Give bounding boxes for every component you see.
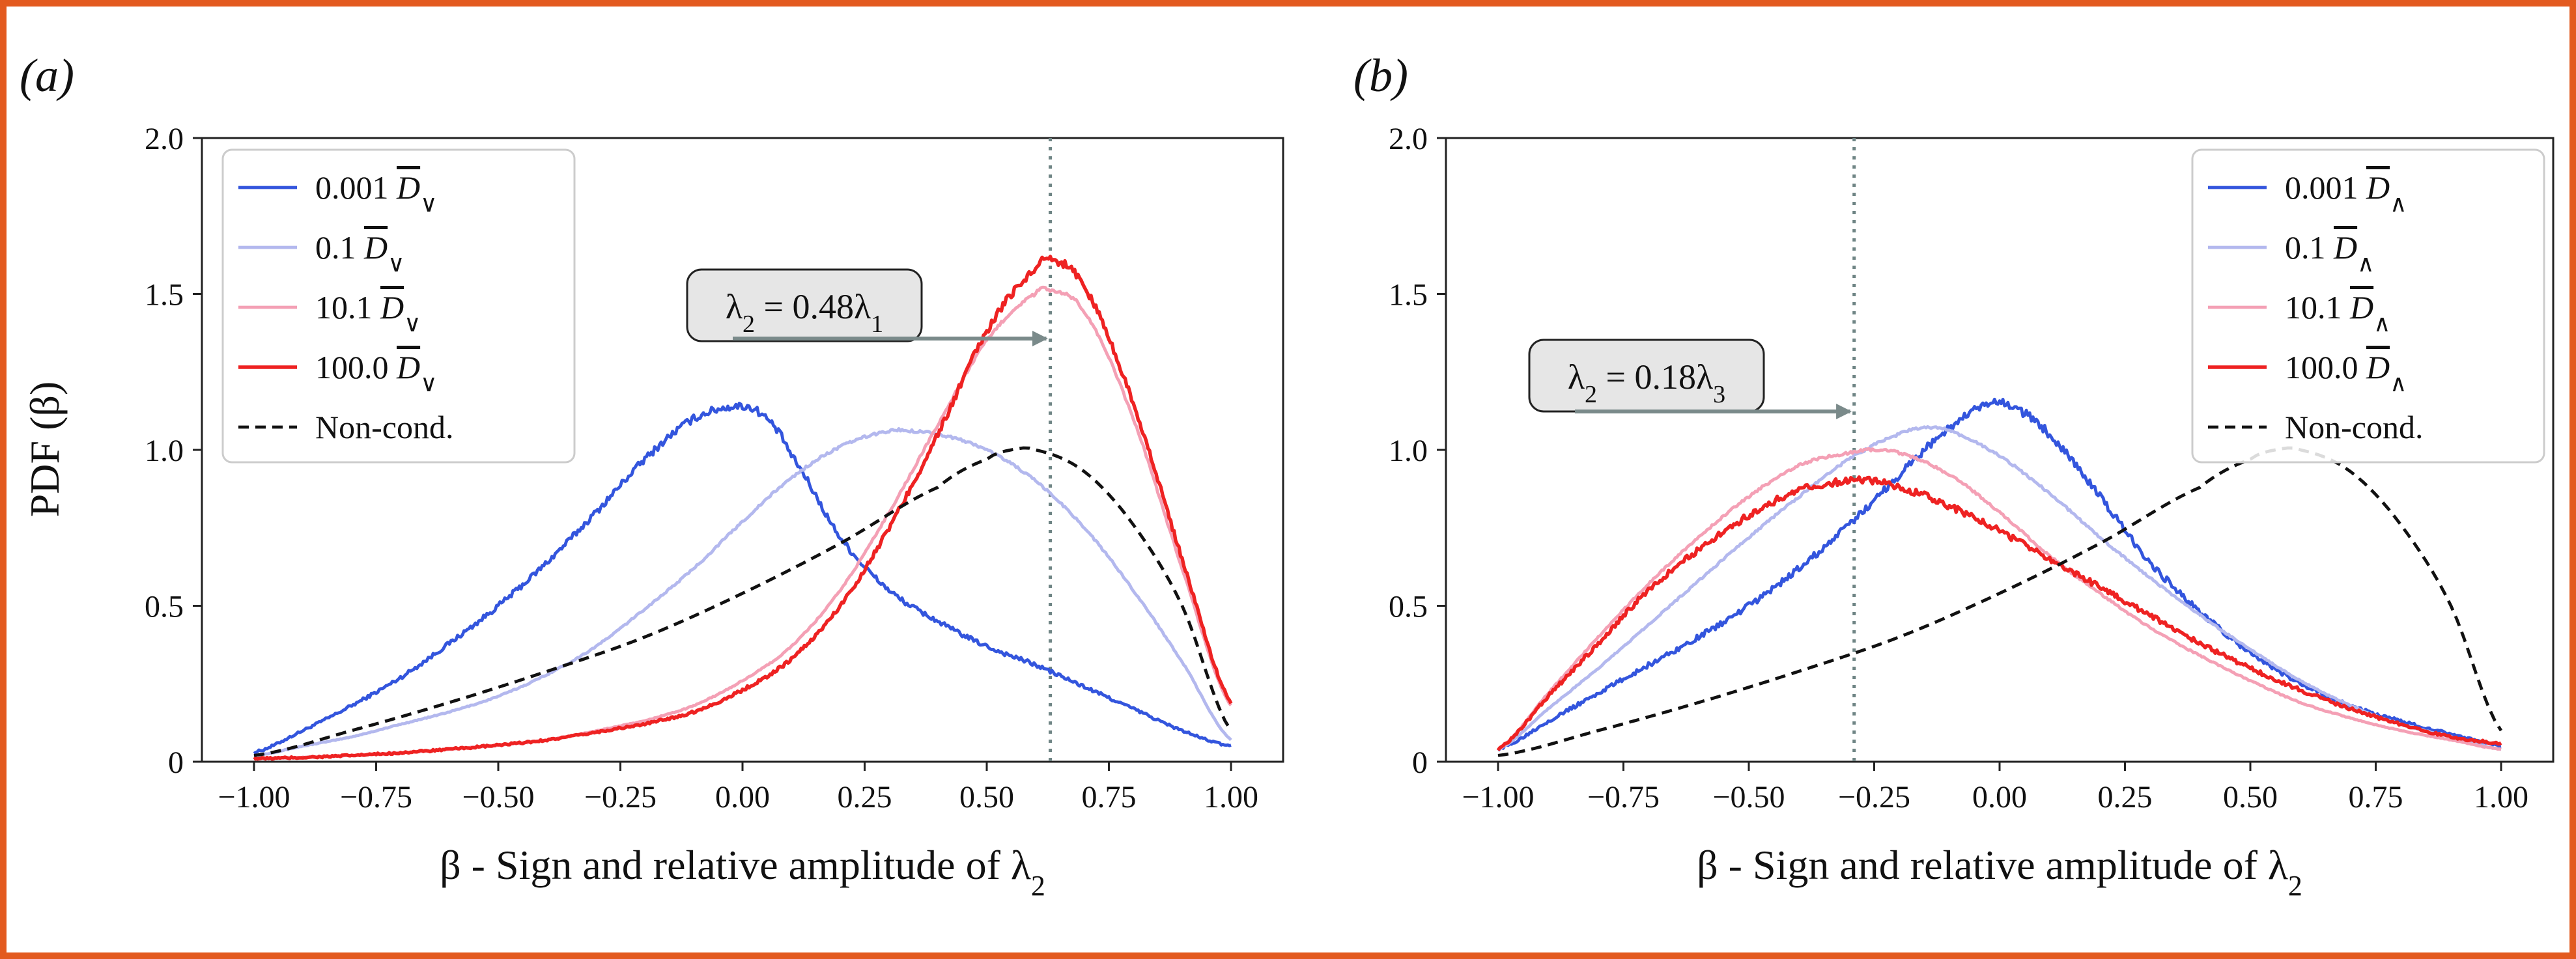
x-tick-label: 1.00 [2474,780,2528,814]
series-line [253,402,1232,755]
y-tick-label: 0.5 [145,590,184,624]
x-tick-label: 0.00 [715,780,770,814]
panel-label: (a) [20,49,74,102]
series-line [1497,397,2502,752]
legend-box [2191,148,2545,464]
series-line [253,255,1233,761]
panel-label: (b) [1353,49,1408,102]
x-axis-label: β - Sign and relative amplitude of λ2 [440,842,1045,902]
series-line [1497,425,2501,751]
series-line [253,446,1233,757]
x-tick-label: 0.75 [2349,780,2403,814]
y-tick-label: 1.0 [145,434,184,468]
x-axis-label: β - Sign and relative amplitude of λ2 [1697,842,2302,902]
y-tick-label: 2.0 [1389,122,1428,156]
x-tick-label: −0.75 [1587,780,1660,814]
x-tick-label: −0.75 [340,780,412,814]
y-tick-label: 0 [168,745,184,780]
y-tick-label: 1.5 [1389,278,1428,313]
x-tick-label: 1.00 [1204,780,1258,814]
legend-label: Non-cond. [315,409,453,445]
annotation-box [686,268,923,342]
y-tick-label: 0 [1412,745,1428,780]
x-tick-label: 0.75 [1082,780,1137,814]
y-tick-label: 0.5 [1389,590,1428,624]
series-line [1497,447,2502,751]
x-tick-label: 0.50 [959,780,1014,814]
x-tick-label: −0.25 [1838,780,1910,814]
x-tick-label: −0.25 [584,780,657,814]
panel-b: (b)−1.00 −0.75 −0.50 −0.25 0.00 0.25 0.50 0.75 1… [1353,49,2555,902]
figure-svg: PDF (β) (a) −1.00 −0.75 −0.50 −0.25 0.00 0.25 0… [20,49,2555,902]
x-tick-label: −1.00 [1462,780,1534,814]
x-tick-label: −0.50 [462,780,534,814]
panel-a: (a)−1.00 −0.75 −0.50 −0.25 0.00 0.25 0.50 0.75 1… [20,49,1284,902]
y-tick-label: 1.5 [145,278,184,313]
x-tick-label: 0.50 [2223,780,2278,814]
y-tick-label: 2.0 [145,122,184,156]
y-tick-label: 1.0 [1389,434,1428,468]
x-tick-label: −1.00 [218,780,290,814]
x-tick-label: −0.50 [1712,780,1785,814]
x-tick-label: 0.00 [1972,780,2027,814]
x-tick-label: 0.25 [2098,780,2153,814]
series-line [253,427,1232,758]
series-line [1496,475,2502,752]
y-axis-label: PDF (β) [21,382,68,518]
x-tick-label: 0.25 [838,780,892,814]
legend-box [221,148,576,464]
legend-label: Non-cond. [2285,409,2423,445]
